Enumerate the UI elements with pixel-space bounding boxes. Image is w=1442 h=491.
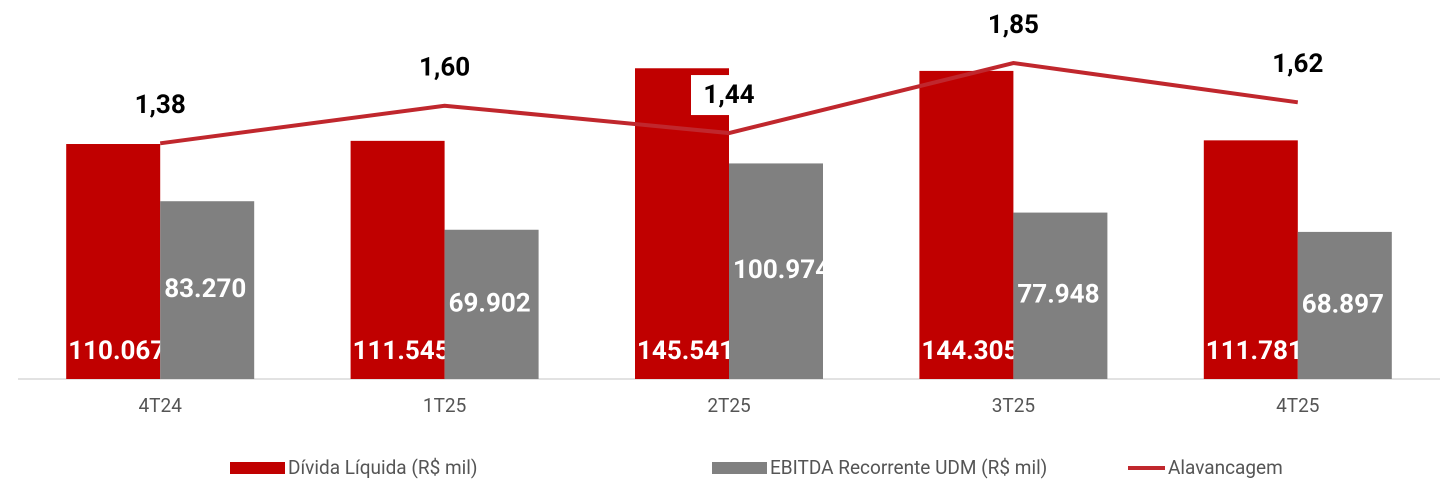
line <box>159 60 1299 146</box>
data-label: 100.974 <box>733 255 830 285</box>
label-box <box>691 75 767 116</box>
data-label: 1,62 <box>1272 49 1323 79</box>
data-label: 1,44 <box>703 80 754 110</box>
label-box <box>122 85 199 126</box>
bar <box>160 201 255 379</box>
x-tick-label: 1T25 <box>423 394 466 417</box>
data-label: 1,60 <box>419 53 470 83</box>
data-label: 144.305 <box>921 336 1018 366</box>
bar <box>350 140 445 379</box>
bar <box>1297 231 1392 379</box>
data-label: 111.781 <box>1206 336 1303 366</box>
data-label: 1,85 <box>988 10 1039 40</box>
bar <box>66 144 161 379</box>
legend-label: EBITDA Recorrente UDM (R$ mil) <box>770 456 1047 479</box>
label-box <box>1259 44 1336 85</box>
label-box <box>406 47 483 88</box>
x-tick-label: 4T24 <box>139 394 183 417</box>
bar <box>729 163 823 379</box>
data-label: 1,38 <box>135 90 186 120</box>
bar <box>444 229 539 379</box>
x-tick-label: 3T25 <box>992 394 1035 417</box>
x-tick-label: 4T25 <box>1276 394 1319 417</box>
bar <box>919 70 1014 380</box>
bar <box>1203 140 1298 379</box>
legend-label: Dívida Líquida (R$ mil) <box>288 456 477 479</box>
bar <box>635 68 729 380</box>
data-label: 111.545 <box>353 336 450 366</box>
data-label: 69.902 <box>449 288 531 318</box>
x-tick-label: 2T25 <box>707 394 750 417</box>
data-label: 68.897 <box>1302 289 1384 319</box>
data-label: 110.067 <box>68 336 165 366</box>
label-box <box>975 5 1052 46</box>
legend-label: Alavancagem <box>1168 456 1283 479</box>
data-label: 145.541 <box>637 336 734 366</box>
bar <box>1013 212 1108 379</box>
data-label: 77.948 <box>1017 280 1099 310</box>
legend-swatch <box>230 462 285 474</box>
legend-swatch <box>712 462 767 474</box>
data-label: 83.270 <box>164 274 246 304</box>
